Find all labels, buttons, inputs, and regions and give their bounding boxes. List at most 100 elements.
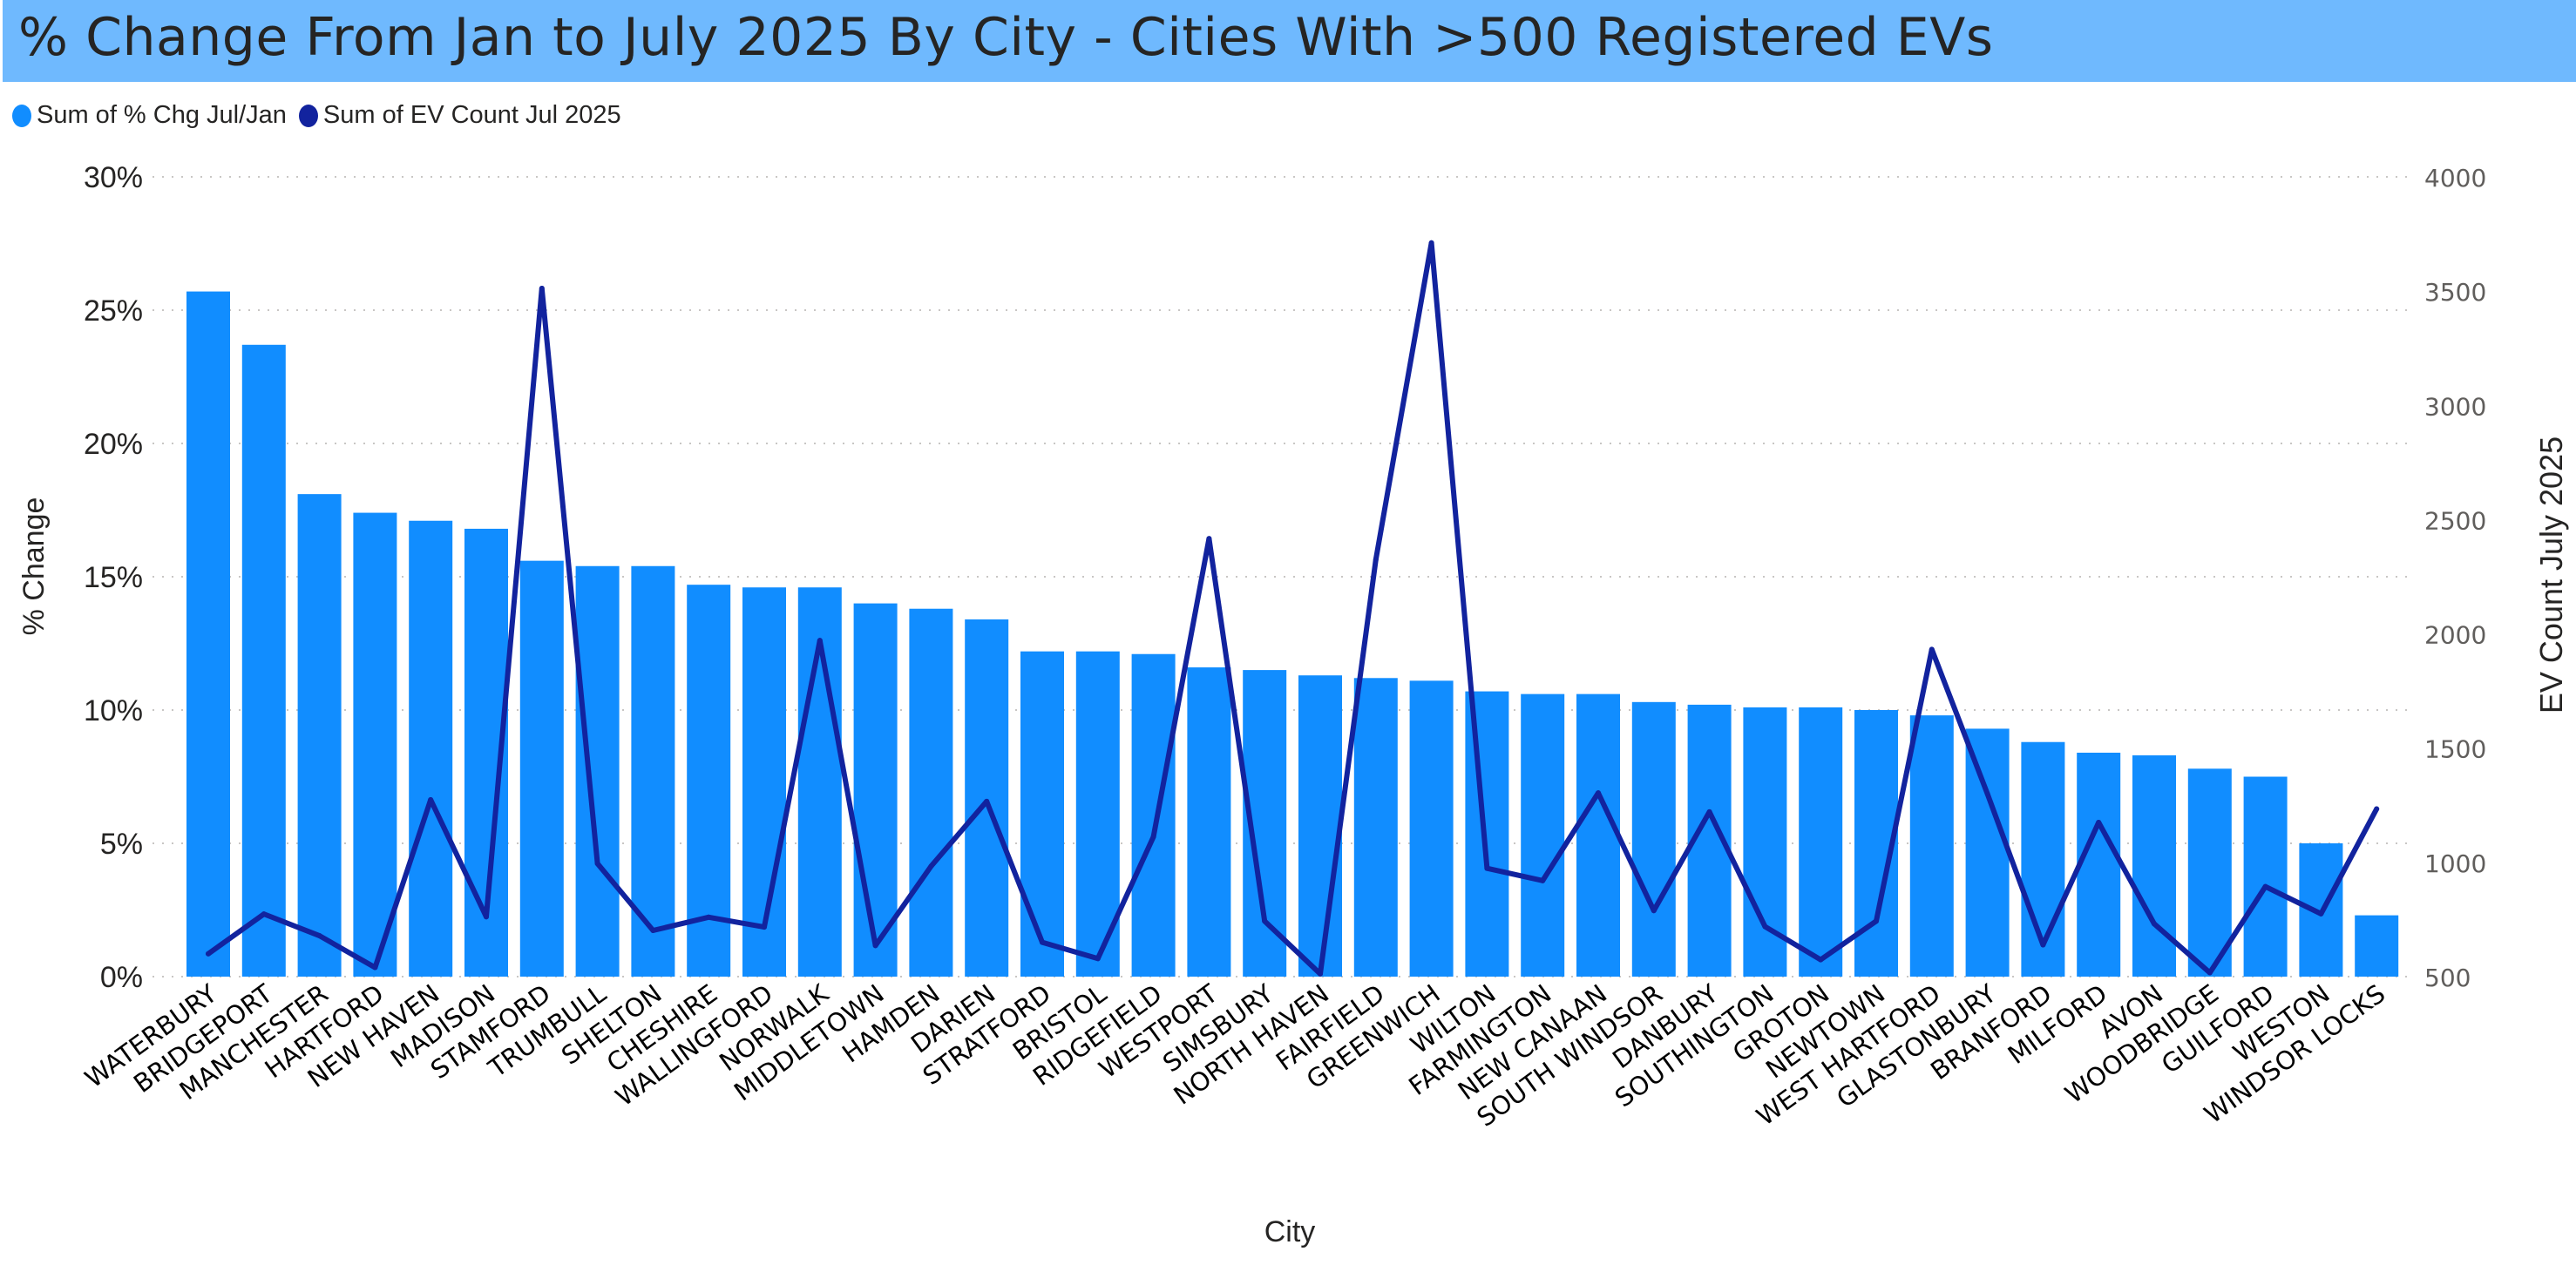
line-point[interactable] xyxy=(206,950,211,957)
bar[interactable] xyxy=(353,512,397,977)
bar[interactable] xyxy=(1521,693,1565,977)
bar[interactable] xyxy=(1353,678,1398,977)
line-point[interactable] xyxy=(316,933,322,939)
y2-tick-label: 1000 xyxy=(2424,849,2486,878)
line-point[interactable] xyxy=(2374,806,2380,812)
bar[interactable] xyxy=(1743,707,1787,977)
bar[interactable] xyxy=(409,520,453,977)
line-point[interactable] xyxy=(1206,536,1212,542)
line-point[interactable] xyxy=(1540,877,1546,883)
legend-dot-icon xyxy=(298,104,318,127)
bar[interactable] xyxy=(1409,680,1454,977)
line-point[interactable] xyxy=(762,924,767,930)
y-tick-label: 10% xyxy=(84,694,143,727)
line-point[interactable] xyxy=(1484,865,1490,871)
line-point[interactable] xyxy=(2207,970,2213,976)
line-point[interactable] xyxy=(984,798,990,804)
y-tick-label: 25% xyxy=(84,294,143,328)
line-point[interactable] xyxy=(650,928,656,934)
x-axis-labels: WATERBURYBRIDGEPORTMANCHESTERHARTFORDNEW… xyxy=(79,978,2390,1133)
line-point[interactable] xyxy=(1762,923,1768,930)
bar[interactable] xyxy=(297,494,342,977)
bar[interactable] xyxy=(241,344,286,977)
bar[interactable] xyxy=(2077,752,2121,977)
line-point[interactable] xyxy=(2262,883,2268,890)
bar[interactable] xyxy=(2243,776,2288,978)
line-point[interactable] xyxy=(1818,957,1824,963)
bar[interactable] xyxy=(1909,715,1954,977)
legend: Sum of % Chg Jul/Jan Sum of EV Count Jul… xyxy=(12,101,634,130)
bar[interactable] xyxy=(2187,768,2232,977)
line-point[interactable] xyxy=(2152,921,2157,927)
line-point[interactable] xyxy=(1984,791,1990,797)
line-point[interactable] xyxy=(1596,790,1601,796)
line-point[interactable] xyxy=(1706,808,1712,815)
bar[interactable] xyxy=(1020,651,1064,977)
y-tick-label: 0% xyxy=(100,961,143,994)
bar[interactable] xyxy=(1576,693,1620,977)
line-point[interactable] xyxy=(1150,834,1156,840)
line-point[interactable] xyxy=(2040,942,2046,948)
legend-item-pct-change[interactable]: Sum of % Chg Jul/Jan xyxy=(12,101,287,130)
bar[interactable] xyxy=(1965,728,2010,977)
line-point[interactable] xyxy=(1318,971,1323,977)
line-point[interactable] xyxy=(928,863,934,869)
line-point[interactable] xyxy=(1874,918,1879,924)
y2-tick-label: 4000 xyxy=(2424,164,2486,193)
y2-tick-label: 1500 xyxy=(2424,735,2486,764)
bar[interactable] xyxy=(742,587,786,977)
line-point[interactable] xyxy=(594,861,600,867)
y2-tick-label: 3500 xyxy=(2424,278,2486,307)
line-point[interactable] xyxy=(1428,240,1434,246)
bar[interactable] xyxy=(853,603,898,977)
bar[interactable] xyxy=(965,619,1009,977)
bar[interactable] xyxy=(519,560,564,977)
bar[interactable] xyxy=(1799,707,1843,977)
bar[interactable] xyxy=(2132,755,2176,977)
y2-tick-label: 3000 xyxy=(2424,392,2486,421)
bar-series xyxy=(186,291,2399,978)
legend-dot-icon xyxy=(12,104,31,127)
line-point[interactable] xyxy=(1373,557,1379,563)
y2-axis-title: EV Count July 2025 xyxy=(2533,436,2569,714)
line-point[interactable] xyxy=(1651,908,1657,914)
x-axis-title: City xyxy=(1264,1215,1316,1248)
bar[interactable] xyxy=(2355,915,2399,977)
left-axis-ticks: 0% 5% 10% 15% 20% 25% 30% xyxy=(84,161,143,994)
line-point[interactable] xyxy=(261,911,267,917)
bar[interactable] xyxy=(631,565,675,977)
legend-label: Sum of EV Count Jul 2025 xyxy=(322,101,621,129)
line-point[interactable] xyxy=(2096,819,2102,825)
line-series xyxy=(206,240,2380,977)
bar[interactable] xyxy=(1131,653,1176,977)
line-point[interactable] xyxy=(817,638,823,644)
y-tick-label: 30% xyxy=(84,161,143,194)
y2-tick-label: 2000 xyxy=(2424,621,2486,650)
line-point[interactable] xyxy=(1095,956,1101,962)
line-point[interactable] xyxy=(706,914,712,920)
bar[interactable] xyxy=(1465,691,1509,977)
line-point[interactable] xyxy=(428,796,434,802)
line-point[interactable] xyxy=(1929,646,1935,653)
bar[interactable] xyxy=(575,565,620,977)
bar[interactable] xyxy=(1298,675,1342,977)
bar[interactable] xyxy=(1631,701,1676,977)
bar[interactable] xyxy=(909,608,953,977)
y-tick-label: 5% xyxy=(100,828,143,861)
bar[interactable] xyxy=(1187,667,1231,977)
line-point[interactable] xyxy=(1040,939,1045,945)
line-point[interactable] xyxy=(372,964,378,971)
legend-label: Sum of % Chg Jul/Jan xyxy=(37,101,287,129)
ev-count-line[interactable] xyxy=(206,240,2380,977)
line-point[interactable] xyxy=(1262,918,1268,924)
bar[interactable] xyxy=(186,291,230,978)
line-point[interactable] xyxy=(484,914,489,920)
title-bar: % Change From Jan to July 2025 By City -… xyxy=(3,0,2576,82)
y-axis-title: % Change xyxy=(17,497,51,636)
line-point[interactable] xyxy=(872,943,878,949)
line-point[interactable] xyxy=(2318,910,2324,917)
line-point[interactable] xyxy=(539,285,545,291)
legend-item-ev-count[interactable]: Sum of EV Count Jul 2025 xyxy=(298,101,621,130)
bar[interactable] xyxy=(687,585,731,977)
